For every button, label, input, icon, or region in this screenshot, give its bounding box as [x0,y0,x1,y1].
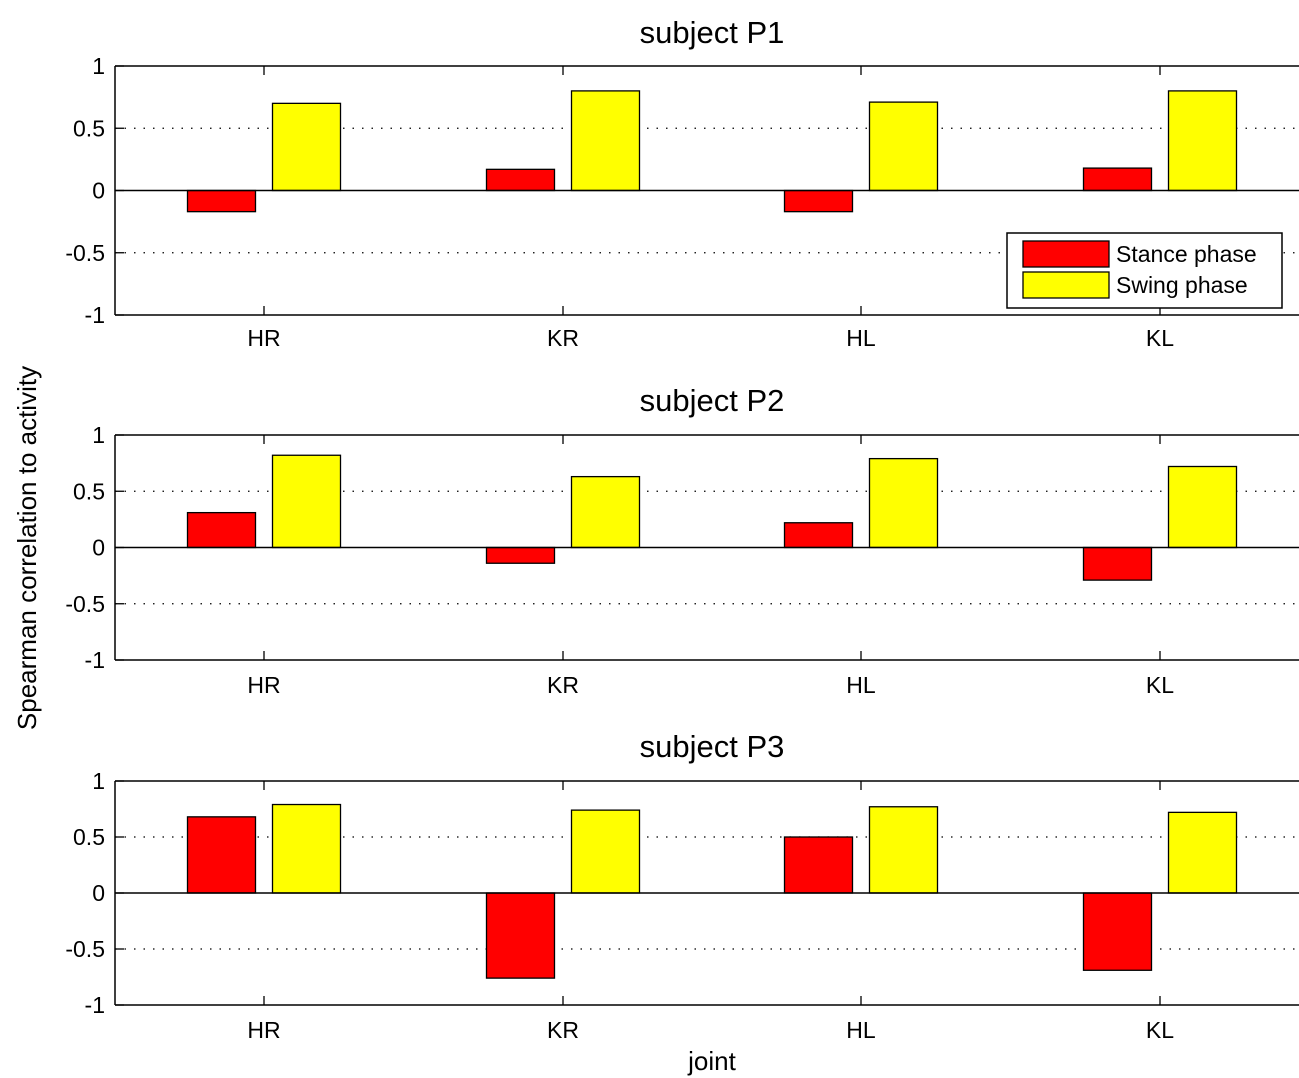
swing-bar-hl [868,457,939,549]
category-label-hr: HR [247,672,280,698]
y-tick-label: -1 [85,647,105,673]
category-label-hr: HR [247,325,280,351]
stance-bar-hr [186,816,257,894]
stance-bar-kr [485,168,556,192]
legend-label-stance: Stance phase [1116,241,1257,267]
subplot-title: subject P1 [640,15,785,50]
y-tick-label: -1 [85,992,105,1018]
legend-swatch-stance [1022,240,1110,268]
swing-bar-kr [570,475,641,549]
category-label-hl: HL [846,672,876,698]
swing-bar-kr [570,809,641,894]
stance-bar-hl [783,522,854,549]
legend: Stance phase Swing phase [1006,232,1283,309]
category-label-kl: KL [1146,325,1174,351]
subplot-title: subject P3 [640,729,785,764]
swing-bar-hr [271,803,342,894]
swing-bar-hl [868,806,939,894]
category-label-hl: HL [846,1017,876,1043]
subplot-3: subject P3 1 0.5 0 -0.5 -1 HR KR HL KL [65,729,1299,1043]
category-label-hl: HL [846,325,876,351]
subplot-1: subject P1 1 0.5 0 -0.5 -1 HR KR HL KL Stance phas… [65,15,1299,351]
category-label-kr: KR [547,325,579,351]
swing-bar-hr [271,102,342,192]
stance-bar-kl [1082,892,1153,971]
y-tick-label: -0.5 [65,240,105,266]
y-tick-label: -0.5 [65,591,105,617]
y-tick-label: 0 [92,535,105,561]
stance-bar-hr [186,189,257,213]
y-tick-label: -1 [85,302,105,328]
category-label-kr: KR [547,1017,579,1043]
subplot-2: subject P2 1 0.5 0 -0.5 -1 HR KR HL KL [65,383,1299,698]
stance-bar-kl [1082,167,1153,192]
y-tick-label: 1 [92,768,105,794]
y-tick-label: 0.5 [73,115,105,141]
swing-bar-kl [1167,811,1238,894]
y-tick-label: 0 [92,178,105,204]
stance-bar-hl [783,189,854,213]
swing-bar-hl [868,101,939,192]
stance-bar-kl [1082,546,1153,581]
category-label-hr: HR [247,1017,280,1043]
subplot-title: subject P2 [640,383,785,418]
stance-bar-hl [783,836,854,894]
swing-bar-kl [1167,465,1238,549]
swing-bar-hr [271,454,342,549]
y-axis-label: Spearman correlation to activity [12,366,42,730]
y-tick-label: 0 [92,880,105,906]
y-tick-label: -0.5 [65,936,105,962]
y-tick-label: 0.5 [73,478,105,504]
swing-bar-kr [570,90,641,192]
stance-bar-kr [485,892,556,979]
category-label-kl: KL [1146,1017,1174,1043]
legend-label-swing: Swing phase [1116,272,1248,298]
category-label-kl: KL [1146,672,1174,698]
stance-bar-kr [485,546,556,564]
swing-bar-kl [1167,90,1238,192]
category-label-kr: KR [547,672,579,698]
legend-swatch-swing [1022,271,1110,299]
y-tick-label: 1 [92,53,105,79]
y-tick-label: 1 [92,422,105,448]
x-axis-label: joint [687,1046,736,1076]
stance-bar-hr [186,511,257,549]
y-tick-label: 0.5 [73,824,105,850]
